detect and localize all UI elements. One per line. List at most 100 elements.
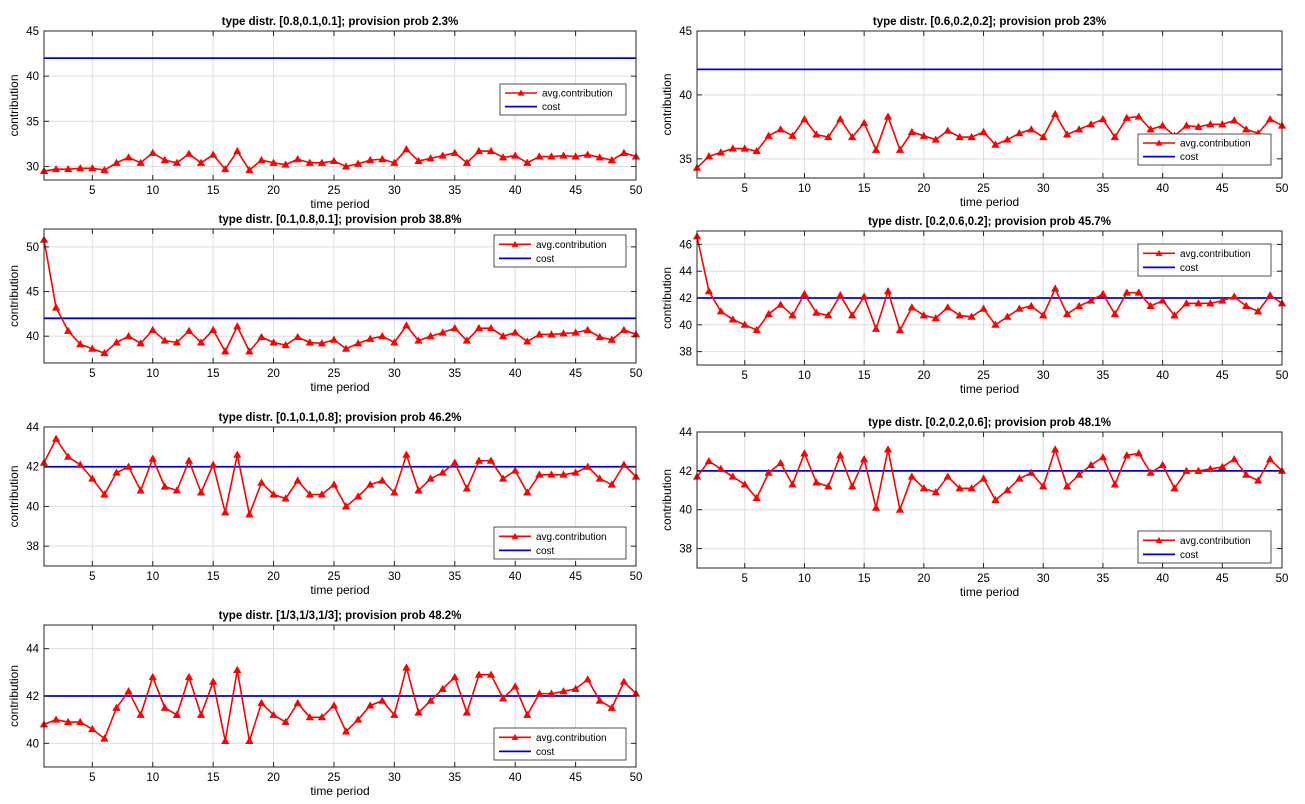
avg-contribution-point [967, 312, 976, 320]
axes-box [43, 426, 637, 567]
avg-contribution-point [1003, 312, 1012, 320]
x-tick-label: 30 [388, 571, 401, 583]
avg-contribution-point [1265, 114, 1275, 123]
legend-avg-label: avg.contribution [1180, 249, 1251, 260]
avg-contribution-point [740, 320, 749, 328]
avg-contribution-point [1074, 301, 1084, 310]
legend: avg.contribution cost [1137, 530, 1272, 564]
avg-contribution-point [378, 155, 387, 163]
avg-contribution-point [378, 476, 387, 484]
avg-contribution-point [1051, 445, 1060, 453]
x-tick-label: 5 [89, 185, 95, 197]
x-tick-label: 40 [1156, 573, 1169, 585]
avg-contribution-point [523, 488, 532, 496]
y-axis-label: contribution [7, 465, 21, 527]
avg-contribution-point [607, 480, 616, 488]
y-tick-label: 42 [26, 462, 39, 474]
avg-contribution-point [1086, 296, 1096, 304]
avg-contribution-point [366, 334, 375, 342]
x-tick-label: 45 [569, 368, 582, 380]
x-tick-label: 30 [1037, 183, 1050, 195]
x-tick-label: 50 [630, 571, 643, 583]
axes-box [696, 431, 1283, 569]
avg-contribution-point [595, 332, 604, 341]
avg-contribution-point [571, 684, 580, 692]
avg-contribution-point [450, 458, 459, 466]
avg-contribution-point [414, 486, 423, 494]
avg-contribution-point [836, 451, 845, 459]
axes-box [43, 30, 637, 181]
avg-contribution-point [438, 468, 447, 476]
avg-contribution-point [740, 144, 749, 152]
avg-contribution-point [1086, 120, 1096, 128]
legend-avg-label: avg.contribution [1180, 138, 1251, 149]
avg-contribution-point [112, 338, 121, 346]
avg-contribution-point [305, 158, 314, 166]
avg-contribution-point [836, 114, 845, 123]
avg-contribution-point [305, 338, 314, 346]
avg-contribution-point [390, 338, 399, 346]
avg-contribution-point [112, 703, 121, 711]
avg-contribution-point [378, 331, 387, 340]
avg-contribution-point [402, 321, 411, 329]
x-tick-label: 35 [1097, 370, 1110, 382]
avg-contribution-point [112, 158, 121, 166]
avg-contribution-point [1098, 114, 1108, 123]
chart-panel-4: 5 10 15 20 25 30 35 40 45 50 38 40 42 44 46 type distr.… [660, 216, 1288, 396]
avg-contribution-point [704, 287, 714, 295]
x-tick-label: 25 [328, 185, 341, 197]
x-tick-label: 15 [858, 183, 871, 195]
avg-contribution-point [354, 159, 363, 167]
legend-box [493, 234, 627, 268]
avg-contribution-point [450, 672, 459, 681]
avg-contribution-point [1230, 454, 1239, 463]
avg-contribution-point [1206, 299, 1215, 307]
avg-contribution-point [1134, 112, 1143, 120]
avg-contribution-point [1015, 474, 1024, 482]
avg-contribution-point [1242, 470, 1251, 478]
avg-contribution-point [583, 675, 592, 683]
avg-contribution-point [895, 505, 905, 513]
x-tick-label: 40 [1156, 183, 1169, 195]
avg-contribution-point [124, 153, 133, 161]
avg-contribution-point [76, 164, 85, 172]
avg-contribution-point [1110, 132, 1119, 141]
x-tick-label: 45 [569, 571, 582, 583]
avg-contribution-point [64, 452, 73, 460]
avg-contribution-point [979, 127, 988, 135]
avg-contribution-point [764, 131, 773, 139]
chart-panel-7: 5 10 15 20 25 30 35 40 45 50 40 42 44 type distr. [1/… [7, 610, 642, 798]
x-axis-label: time period [960, 585, 1019, 599]
avg-contribution-point [245, 165, 254, 174]
avg-contribution-point [511, 466, 520, 474]
avg-contribution-point [402, 450, 411, 458]
x-tick-label: 15 [858, 370, 871, 382]
avg-contribution-point [486, 456, 496, 464]
avg-contribution-point [76, 717, 85, 726]
x-tick-label: 20 [267, 571, 280, 583]
avg-contribution-point [559, 687, 568, 695]
avg-contribution-point [64, 164, 73, 173]
legend-cost-label: cost [536, 254, 555, 265]
avg-contribution-point [547, 689, 556, 697]
avg-contribution-point [1003, 486, 1012, 494]
avg-contribution-point [595, 696, 604, 704]
x-tick-label: 35 [448, 571, 461, 583]
avg-contribution-point [752, 146, 761, 155]
avg-contribution-point [728, 315, 737, 323]
avg-contribution-point [871, 145, 881, 153]
x-tick-label: 45 [1216, 573, 1229, 585]
x-tick-label: 10 [798, 183, 811, 195]
avg-contribution-point [414, 708, 423, 716]
y-tick-label: 35 [26, 116, 39, 128]
avg-contribution-point [547, 330, 556, 338]
avg-contribution-point [1015, 304, 1024, 312]
avg-contribution-point [800, 449, 809, 457]
y-tick-label: 42 [679, 293, 692, 305]
avg-contribution-point [824, 132, 833, 141]
avg-contribution-point [317, 158, 326, 166]
avg-contribution-point [233, 322, 242, 330]
avg-contribution-point [305, 490, 314, 498]
avg-contribution-point [474, 146, 484, 155]
x-tick-label: 35 [1097, 183, 1110, 195]
